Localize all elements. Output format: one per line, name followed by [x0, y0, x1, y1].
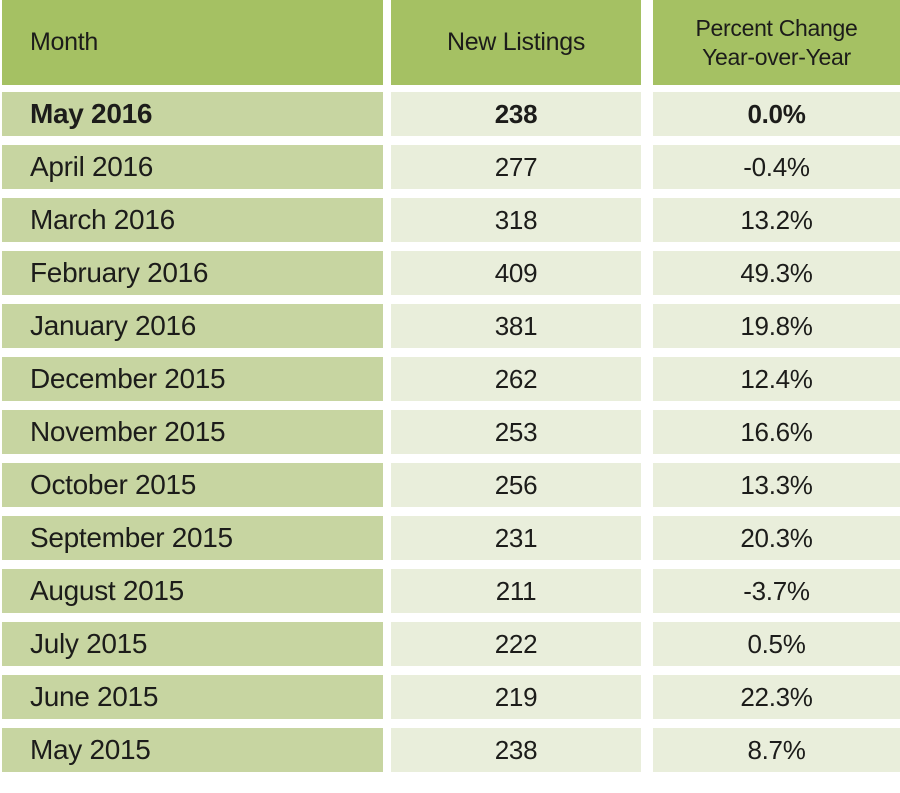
percent-change-cell: 0.5%	[653, 622, 900, 666]
month-cell: October 2015	[2, 463, 383, 507]
percent-change-cell: -0.4%	[653, 145, 900, 189]
percent-change-cell: 16.6%	[653, 410, 900, 454]
table-row: November 2015 253 16.6%	[2, 410, 900, 454]
table-row: August 2015 211 -3.7%	[2, 569, 900, 613]
table-header-row: Month New Listings Percent Change Year-o…	[2, 0, 900, 85]
table-row: January 2016 381 19.8%	[2, 304, 900, 348]
new-listings-cell: 277	[391, 145, 641, 189]
month-cell: June 2015	[2, 675, 383, 719]
month-cell: July 2015	[2, 622, 383, 666]
percent-change-cell: 12.4%	[653, 357, 900, 401]
table-row: May 2015 238 8.7%	[2, 728, 900, 772]
new-listings-cell: 318	[391, 198, 641, 242]
month-cell: November 2015	[2, 410, 383, 454]
percent-change-cell: 22.3%	[653, 675, 900, 719]
header-percent-change: Percent Change Year-over-Year	[653, 0, 900, 85]
new-listings-cell: 253	[391, 410, 641, 454]
header-percent-change-line1: Percent Change	[695, 14, 858, 41]
new-listings-cell: 211	[391, 569, 641, 613]
percent-change-cell: 0.0%	[653, 92, 900, 136]
new-listings-cell: 238	[391, 92, 641, 136]
percent-change-cell: 8.7%	[653, 728, 900, 772]
new-listings-cell: 256	[391, 463, 641, 507]
new-listings-cell: 238	[391, 728, 641, 772]
table-row: April 2016 277 -0.4%	[2, 145, 900, 189]
table-row: February 2016 409 49.3%	[2, 251, 900, 295]
percent-change-cell: 49.3%	[653, 251, 900, 295]
table-row: March 2016 318 13.2%	[2, 198, 900, 242]
new-listings-cell: 262	[391, 357, 641, 401]
table-row: October 2015 256 13.3%	[2, 463, 900, 507]
month-cell: January 2016	[2, 304, 383, 348]
table-row: July 2015 222 0.5%	[2, 622, 900, 666]
percent-change-cell: 13.3%	[653, 463, 900, 507]
percent-change-cell: -3.7%	[653, 569, 900, 613]
new-listings-cell: 219	[391, 675, 641, 719]
month-cell: March 2016	[2, 198, 383, 242]
month-cell: May 2016	[2, 92, 383, 136]
month-cell: February 2016	[2, 251, 383, 295]
table-row: June 2015 219 22.3%	[2, 675, 900, 719]
month-cell: December 2015	[2, 357, 383, 401]
table-row: December 2015 262 12.4%	[2, 357, 900, 401]
month-cell: September 2015	[2, 516, 383, 560]
month-cell: August 2015	[2, 569, 383, 613]
table-row: September 2015 231 20.3%	[2, 516, 900, 560]
header-new-listings: New Listings	[391, 0, 641, 85]
percent-change-cell: 19.8%	[653, 304, 900, 348]
new-listings-cell: 222	[391, 622, 641, 666]
new-listings-cell: 381	[391, 304, 641, 348]
percent-change-cell: 20.3%	[653, 516, 900, 560]
table-row: May 2016 238 0.0%	[2, 92, 900, 136]
month-cell: May 2015	[2, 728, 383, 772]
header-percent-change-line2: Year-over-Year	[702, 43, 851, 70]
new-listings-cell: 231	[391, 516, 641, 560]
month-cell: April 2016	[2, 145, 383, 189]
header-month: Month	[2, 0, 383, 85]
new-listings-cell: 409	[391, 251, 641, 295]
percent-change-cell: 13.2%	[653, 198, 900, 242]
